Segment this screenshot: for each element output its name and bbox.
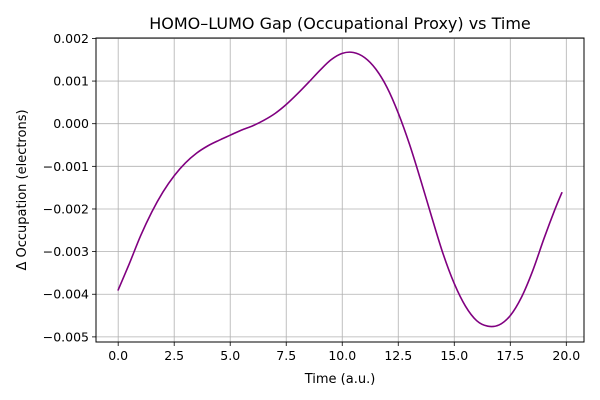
y-tick-label: −0.005 [43,329,89,344]
x-tick-label: 5.0 [220,348,240,363]
x-tick-label: 7.5 [276,348,296,363]
x-tick-label: 0.0 [108,348,128,363]
y-tick-label: −0.002 [43,201,89,216]
x-tick-label: 20.0 [552,348,580,363]
series-group [117,51,563,328]
x-tick-label: 10.0 [328,348,356,363]
chart-title: HOMO–LUMO Gap (Occupational Proxy) vs Ti… [149,14,531,33]
y-axis: 0.002 0.001 0.000 −0.001 −0.002 −0.003 −0.004 −… [43,31,96,344]
plot-frame [95,37,585,343]
x-tick-label: 15.0 [440,348,468,363]
y-axis-label: Δ Occupation (electrons) [15,109,30,270]
y-tick-label: −0.001 [43,159,89,174]
y-tick-label: 0.000 [53,116,89,131]
x-axis-label: Time (a.u.) [304,372,376,387]
x-axis: 0.0 2.5 5.0 7.5 10.0 12.5 15.0 17.5 20.0 [108,342,580,363]
x-tick-label: 17.5 [496,348,524,363]
y-tick-label: 0.001 [53,74,89,89]
y-tick-label: −0.003 [43,244,89,259]
series-line [117,51,563,328]
x-tick-label: 12.5 [384,348,412,363]
y-tick-label: −0.004 [43,287,89,302]
x-tick-label: 2.5 [164,348,184,363]
y-tick-label: 0.002 [53,31,89,46]
grid-lines [96,38,584,342]
